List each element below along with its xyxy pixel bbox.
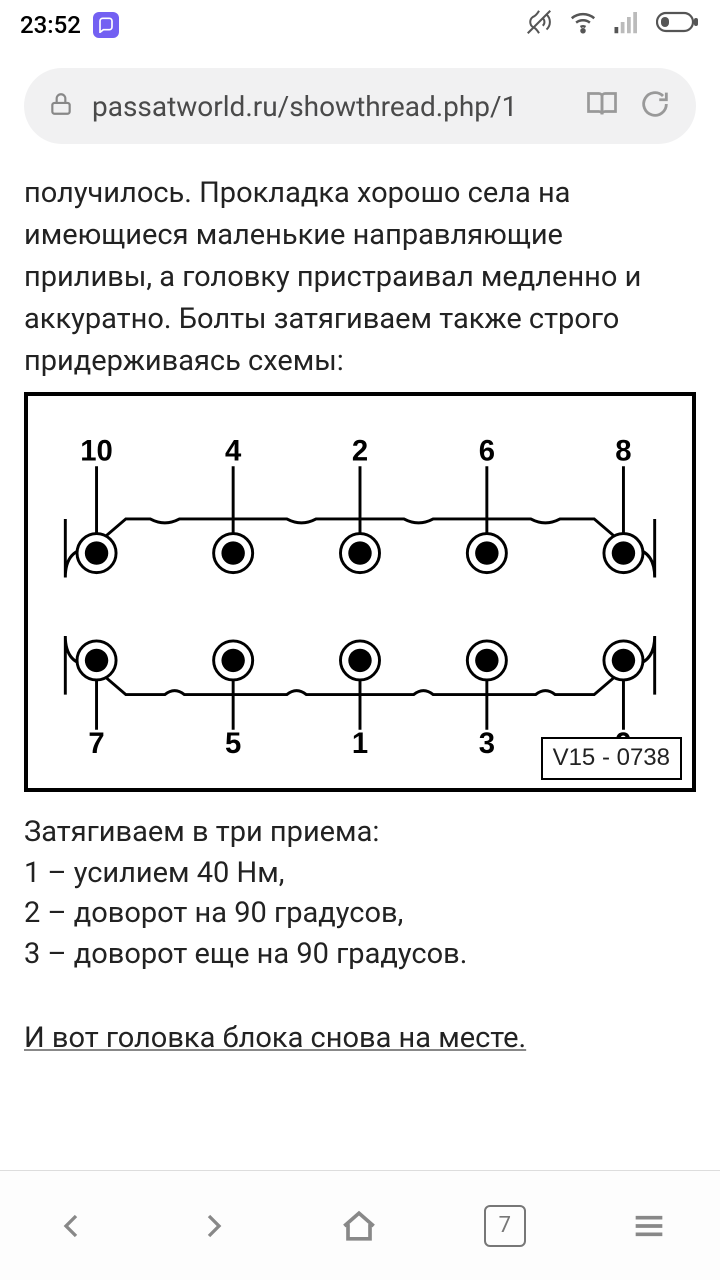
diagram-id-label: V15 - 0738 xyxy=(541,737,682,780)
svg-text:4: 4 xyxy=(225,436,242,468)
url-text: passatworld.ru/showthread.php/1 xyxy=(92,90,566,123)
svg-text:3: 3 xyxy=(479,728,495,760)
clock: 23:52 xyxy=(20,11,81,39)
viber-notification-icon xyxy=(93,12,119,38)
reader-mode-icon[interactable] xyxy=(584,86,620,126)
step-3: 3 – доворот еще на 90 градусов. xyxy=(24,934,696,975)
paragraph-1: получилось. Прокладка хорошо села на име… xyxy=(24,172,696,382)
wifi-icon xyxy=(568,7,598,43)
svg-text:7: 7 xyxy=(88,728,104,760)
forward-button[interactable] xyxy=(194,1206,234,1246)
step-2: 2 – доворот на 90 градусов, xyxy=(24,893,696,934)
mute-icon xyxy=(524,7,554,43)
reload-icon[interactable] xyxy=(638,87,672,125)
status-bar: 23:52 xyxy=(0,0,720,50)
svg-text:5: 5 xyxy=(225,728,241,760)
svg-text:2: 2 xyxy=(352,436,368,468)
page-content[interactable]: получилось. Прокладка хорошо села на име… xyxy=(0,162,720,1170)
home-button[interactable] xyxy=(337,1204,381,1248)
bottom-nav: 7 xyxy=(0,1170,720,1280)
steps-title: Затягиваем в три приема: xyxy=(24,812,696,853)
tab-count: 7 xyxy=(484,1205,526,1247)
svg-text:8: 8 xyxy=(615,436,631,468)
back-button[interactable] xyxy=(51,1206,91,1246)
paragraph-2: И вот головка блока снова на месте. xyxy=(24,1017,696,1059)
diagram-svg: 10426875139 xyxy=(38,416,682,778)
svg-text:1: 1 xyxy=(352,728,368,760)
battery-icon xyxy=(656,10,700,40)
lock-icon xyxy=(48,89,74,123)
menu-button[interactable] xyxy=(629,1206,669,1246)
tabs-button[interactable]: 7 xyxy=(484,1205,526,1247)
svg-text:6: 6 xyxy=(479,436,495,468)
signal-icon xyxy=(612,7,642,43)
step-1: 1 – усилием 40 Нм, xyxy=(24,853,696,894)
url-bar[interactable]: passatworld.ru/showthread.php/1 xyxy=(24,68,696,144)
svg-text:10: 10 xyxy=(80,436,113,468)
bolt-diagram: 10426875139 V15 - 0738 xyxy=(24,392,696,792)
